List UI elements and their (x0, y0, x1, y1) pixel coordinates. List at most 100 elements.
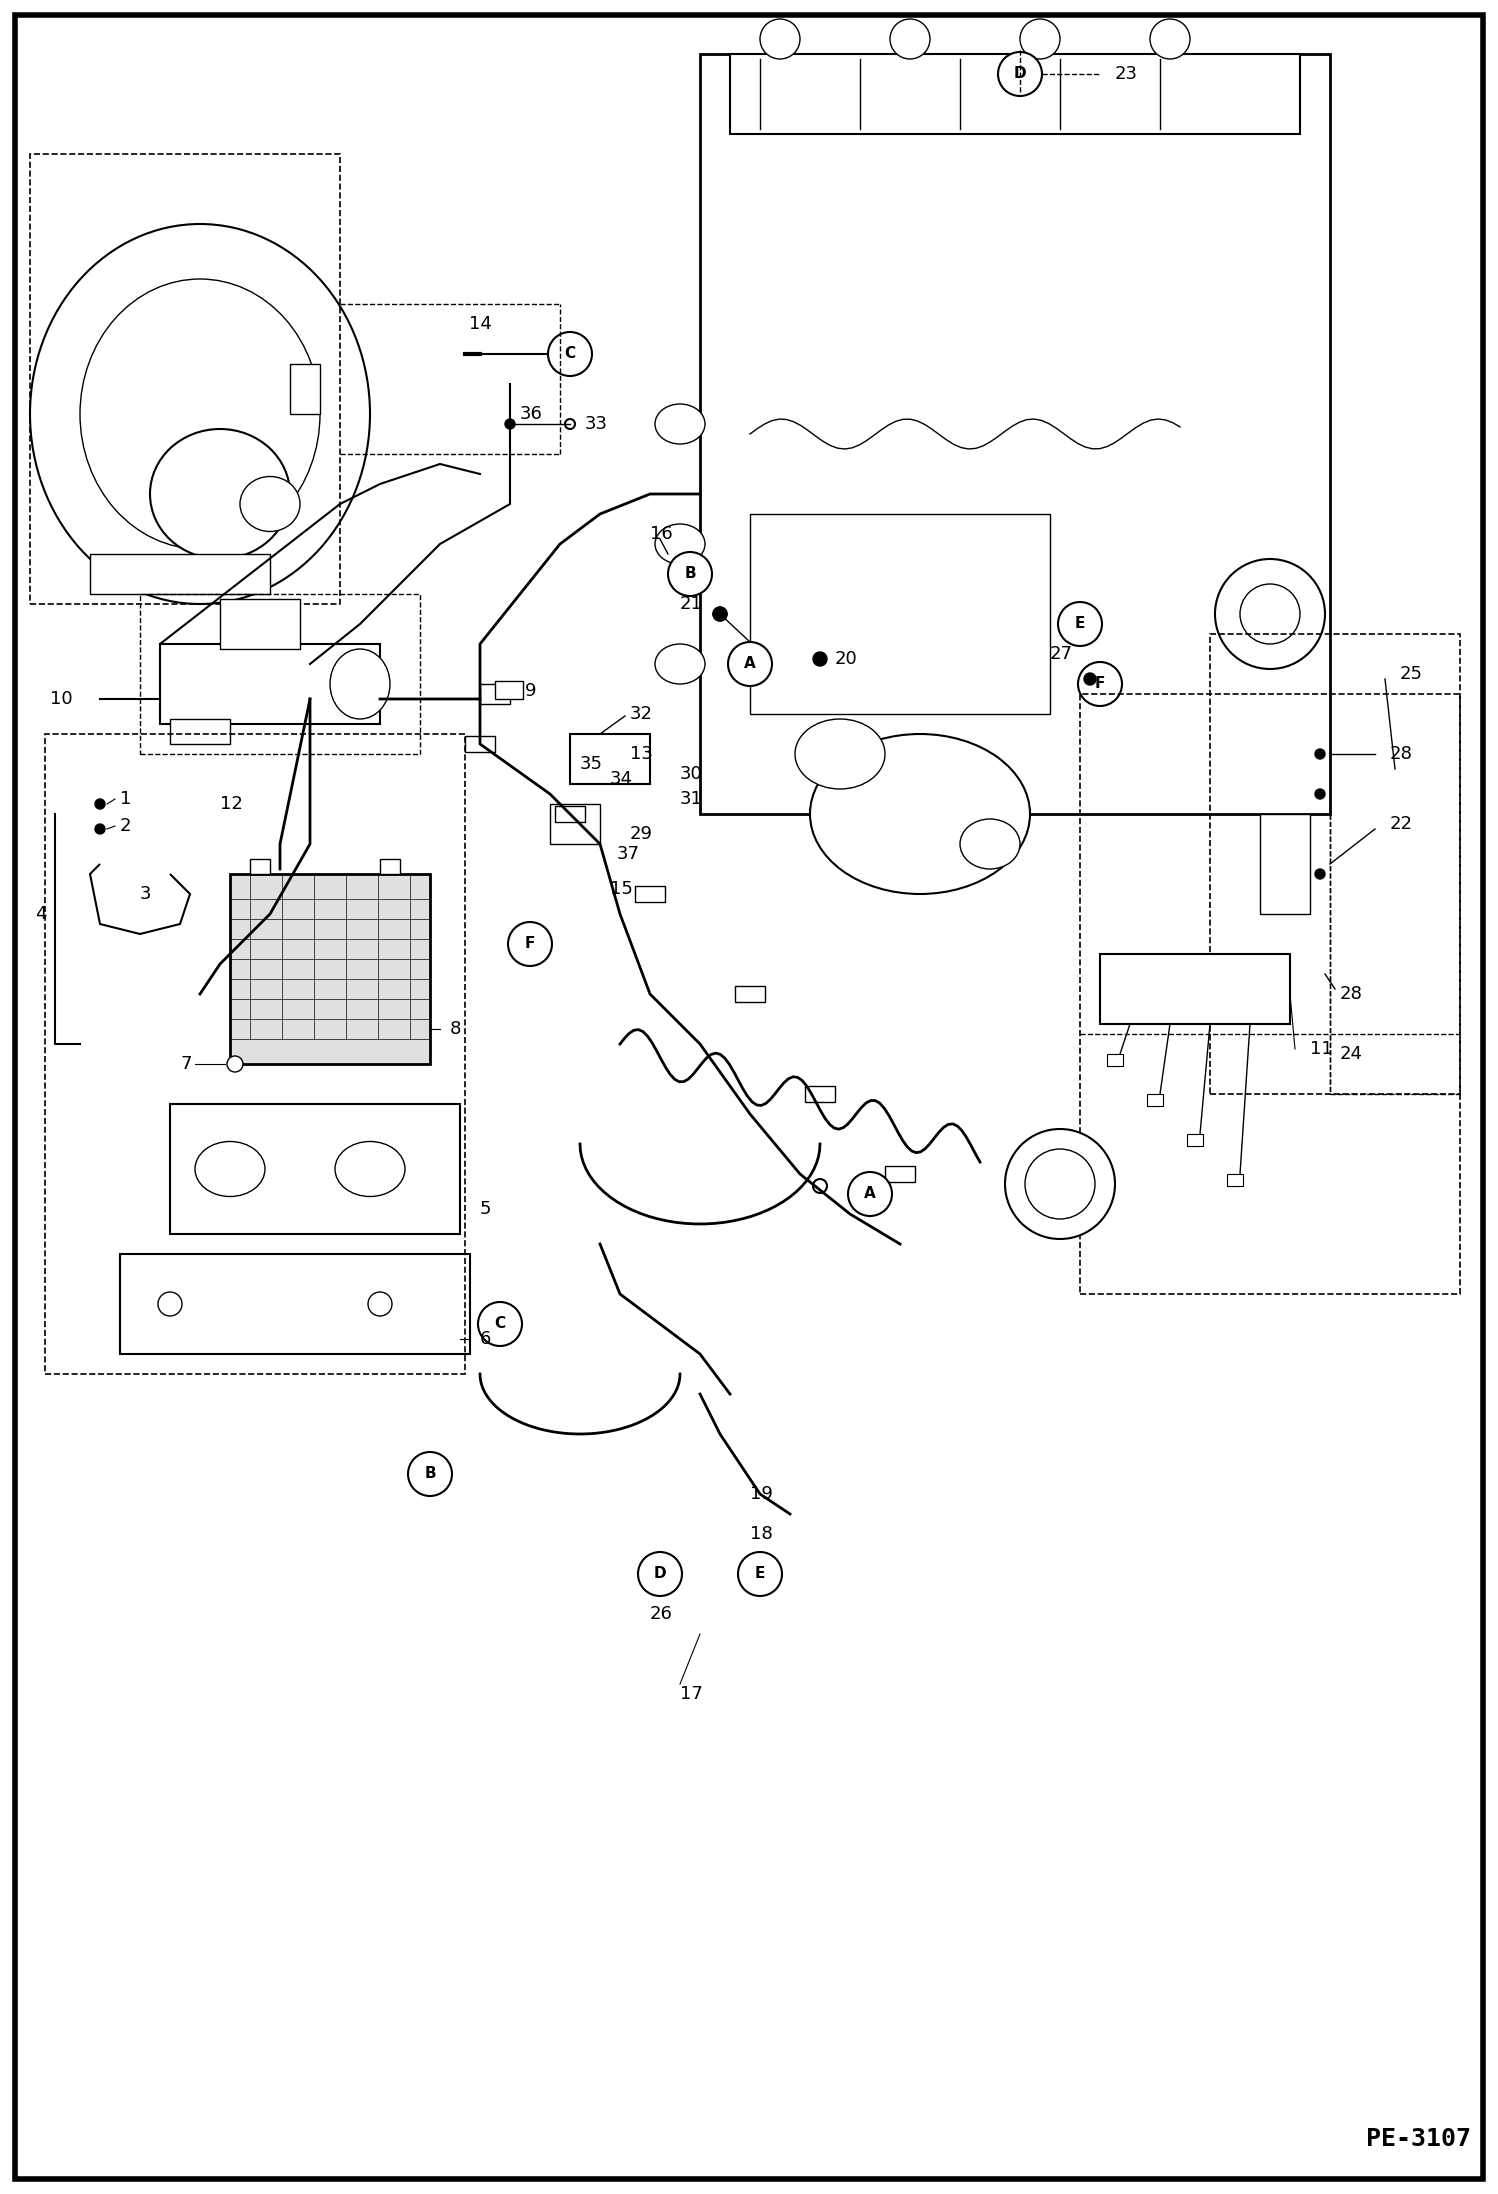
Text: 3: 3 (139, 884, 151, 904)
Bar (730, 55, 1300, 134)
Text: 16: 16 (650, 524, 673, 542)
Bar (250, 860, 270, 873)
Ellipse shape (1240, 584, 1300, 645)
Bar (804, 1086, 834, 1101)
Text: 11: 11 (1309, 1040, 1333, 1058)
Text: 20: 20 (834, 649, 858, 667)
Circle shape (1020, 20, 1061, 59)
Bar (571, 735, 650, 783)
Text: 28: 28 (1390, 746, 1413, 764)
Circle shape (478, 1301, 521, 1345)
Bar (1100, 954, 1290, 1025)
Text: 18: 18 (750, 1525, 773, 1542)
Circle shape (1315, 790, 1326, 799)
Bar (45, 735, 464, 1373)
Polygon shape (90, 864, 190, 935)
Text: 10: 10 (49, 689, 72, 709)
Ellipse shape (336, 1141, 404, 1196)
Bar (169, 720, 231, 744)
Ellipse shape (655, 524, 706, 564)
Text: D: D (1014, 66, 1026, 81)
Bar (169, 1104, 460, 1233)
Circle shape (505, 419, 515, 430)
Ellipse shape (240, 476, 300, 531)
Bar (1147, 1095, 1162, 1106)
Ellipse shape (1005, 1130, 1115, 1240)
Circle shape (638, 1551, 682, 1595)
Text: 6: 6 (479, 1330, 491, 1347)
Bar (885, 1165, 915, 1183)
Bar (750, 513, 1050, 713)
Bar (1210, 634, 1461, 1095)
Bar (464, 735, 494, 753)
Bar (1186, 1134, 1203, 1145)
Bar (380, 860, 400, 873)
Text: A: A (864, 1187, 876, 1202)
Circle shape (728, 643, 771, 687)
Text: B: B (424, 1466, 436, 1481)
Circle shape (565, 419, 575, 430)
Circle shape (1058, 601, 1103, 645)
Text: 17: 17 (680, 1685, 703, 1703)
Bar (120, 1255, 470, 1354)
Ellipse shape (795, 720, 885, 790)
Bar (1107, 1053, 1124, 1066)
Circle shape (890, 20, 930, 59)
Text: D: D (653, 1567, 667, 1582)
Circle shape (998, 53, 1043, 97)
Text: 7: 7 (180, 1055, 192, 1073)
Circle shape (407, 1452, 452, 1496)
Bar (554, 805, 586, 823)
Ellipse shape (1025, 1150, 1095, 1220)
Text: 25: 25 (1401, 665, 1423, 682)
Circle shape (668, 553, 712, 597)
Circle shape (157, 1292, 181, 1316)
Text: C: C (565, 347, 575, 362)
Ellipse shape (655, 404, 706, 443)
Text: 33: 33 (586, 415, 608, 432)
Text: 1: 1 (120, 790, 132, 807)
Ellipse shape (1215, 559, 1326, 669)
Circle shape (713, 608, 727, 621)
Bar (1080, 693, 1461, 1294)
Ellipse shape (30, 224, 370, 603)
Text: 36: 36 (520, 406, 542, 423)
Text: 12: 12 (220, 794, 243, 814)
Circle shape (1315, 869, 1326, 880)
Text: E: E (755, 1567, 765, 1582)
Text: 21: 21 (680, 595, 703, 612)
Ellipse shape (195, 1141, 265, 1196)
Bar (220, 599, 300, 649)
Circle shape (1085, 674, 1097, 685)
Text: F: F (1095, 676, 1106, 691)
Ellipse shape (330, 649, 389, 720)
Circle shape (813, 652, 827, 667)
Text: 2: 2 (120, 816, 132, 836)
Text: 34: 34 (610, 770, 634, 788)
Bar (139, 595, 419, 755)
Bar (1260, 814, 1309, 915)
Text: 35: 35 (580, 755, 604, 772)
Text: 8: 8 (449, 1020, 461, 1038)
Text: 19: 19 (750, 1485, 773, 1503)
Text: A: A (745, 656, 756, 671)
Text: 15: 15 (610, 880, 632, 897)
Circle shape (1150, 20, 1189, 59)
Text: C: C (494, 1316, 505, 1332)
Text: 37: 37 (617, 845, 640, 862)
Bar (160, 645, 380, 724)
Ellipse shape (150, 430, 291, 559)
Bar (550, 803, 601, 845)
Circle shape (1079, 663, 1122, 706)
Bar (479, 685, 509, 704)
Text: 24: 24 (1341, 1044, 1363, 1064)
Text: F: F (524, 937, 535, 952)
Bar (700, 55, 1330, 814)
Bar (231, 873, 430, 1064)
Bar (1227, 1174, 1243, 1187)
Bar (736, 985, 765, 1003)
Circle shape (739, 1551, 782, 1595)
Circle shape (369, 1292, 392, 1316)
Circle shape (713, 608, 727, 621)
Text: 13: 13 (631, 746, 653, 764)
